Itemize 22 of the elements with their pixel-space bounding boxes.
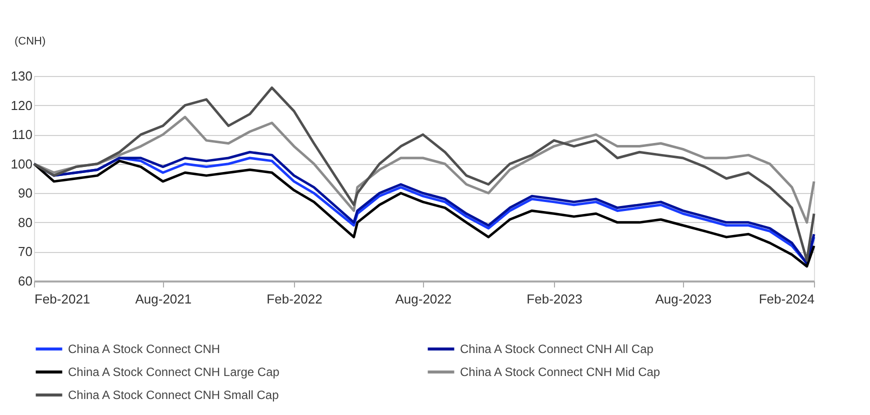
legend-label: China A Stock Connect CNH Mid Cap (460, 365, 660, 379)
legend-label: China A Stock Connect CNH (68, 342, 220, 356)
x-tick-label: Feb-2024 (758, 292, 814, 306)
y-tick-label: 130 (10, 68, 32, 84)
x-tick-label: Aug-2022 (395, 292, 452, 306)
y-tick-label: 70 (18, 244, 32, 260)
y-axis-title: (CNH) (14, 36, 46, 48)
y-tick-label: 110 (12, 127, 32, 142)
legend-label: China A Stock Connect CNH Large Cap (68, 365, 280, 379)
x-tick-label: Feb-2022 (266, 292, 322, 306)
y-tick-label: 90 (18, 186, 32, 201)
y-tick-label: 60 (18, 274, 32, 288)
y-tick-label: 100 (10, 156, 32, 172)
legend-label: China A Stock Connect CNH All Cap (460, 342, 654, 356)
legend-label: China A Stock Connect CNH Small Cap (68, 388, 280, 402)
x-tick-label: Feb-2023 (526, 292, 582, 306)
x-tick-label: Aug-2021 (135, 292, 192, 306)
x-tick-label: Aug-2023 (655, 292, 712, 306)
y-tick-label: 80 (18, 214, 32, 230)
line-series (32, 86, 816, 262)
x-tick-label: Feb-2021 (34, 292, 90, 306)
y-tick-label: 120 (10, 98, 32, 113)
